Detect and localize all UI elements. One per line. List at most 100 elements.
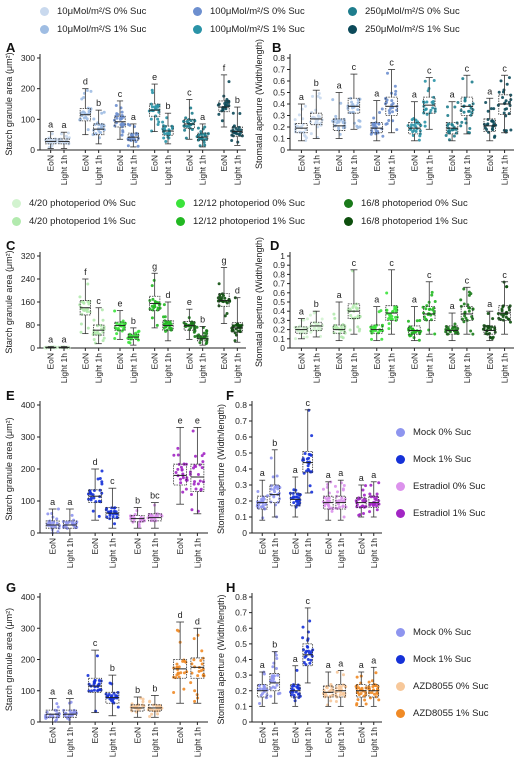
data-point — [355, 307, 359, 311]
data-point — [374, 671, 378, 675]
significance-letter: b — [165, 101, 170, 111]
data-point — [48, 715, 52, 719]
box-group: c — [422, 66, 437, 130]
y-axis-label: Starch granule area (μm²) — [4, 417, 14, 520]
data-point — [293, 118, 297, 122]
data-point — [80, 97, 84, 101]
data-point — [507, 305, 511, 309]
data-point — [162, 326, 166, 330]
data-point — [507, 76, 511, 80]
box — [269, 673, 281, 692]
box — [302, 450, 314, 473]
data-point — [190, 508, 194, 512]
data-point — [301, 625, 305, 629]
data-point — [375, 492, 379, 496]
data-point — [463, 117, 467, 121]
data-point — [115, 332, 119, 336]
legend-swatch — [344, 199, 353, 208]
legend-item: 4/20 photoperiod 1% Suc — [12, 216, 136, 227]
box-group: c — [459, 275, 475, 336]
box — [483, 118, 496, 132]
box-group: c — [86, 638, 103, 714]
y-tick-label: 0.2 — [235, 686, 247, 696]
y-tick-label: 300 — [21, 432, 35, 442]
legend-item: 10μMol/m²/S 0% Suc — [40, 6, 146, 17]
data-point — [156, 117, 160, 121]
data-point — [151, 91, 155, 95]
data-point — [193, 326, 197, 330]
data-point — [385, 291, 389, 295]
legend-swatch — [176, 217, 185, 226]
significance-letter: e — [117, 299, 122, 309]
data-point — [78, 295, 82, 299]
y-tick-label: 0.2 — [273, 325, 285, 335]
data-point — [221, 293, 225, 297]
data-point — [177, 629, 181, 633]
data-point — [114, 510, 118, 514]
data-point — [391, 102, 395, 106]
data-point — [325, 686, 329, 690]
significance-letter: e — [178, 415, 183, 425]
x-tick-label: Light 1h — [232, 353, 242, 384]
legend-label: 4/20 photoperiod 0% Suc — [29, 198, 136, 209]
significance-letter: a — [293, 654, 298, 664]
x-tick-label: EoN — [90, 727, 100, 744]
box-group: bc — [146, 491, 164, 529]
data-point — [359, 681, 363, 685]
legend-item: 4/20 photoperiod 0% Suc — [12, 198, 136, 209]
data-point — [294, 690, 298, 694]
box-group: a — [288, 465, 302, 518]
data-point — [258, 702, 262, 706]
data-point — [331, 98, 335, 102]
data-point — [362, 493, 366, 497]
data-point — [126, 144, 130, 148]
box-group: b — [308, 299, 324, 338]
data-point — [165, 320, 169, 324]
y-tick-label: 0.2 — [273, 122, 285, 132]
significance-letter: c — [465, 275, 470, 285]
data-point — [306, 630, 310, 634]
data-point — [310, 490, 314, 494]
data-point — [161, 120, 165, 124]
box-group: a — [406, 295, 423, 342]
x-tick-label: Light 1h — [424, 353, 434, 384]
significance-letter: c — [110, 476, 115, 486]
data-point — [113, 309, 117, 313]
box — [368, 495, 380, 508]
x-tick-label: EoN — [257, 538, 267, 555]
x-tick-label: EoN — [409, 353, 419, 370]
x-tick-label: Light 1h — [500, 353, 510, 384]
box-group: c — [496, 63, 513, 134]
chart-panel-b: B 00.1 0.20.3 0.40.5 0.60.7 0.8 Stomatal apert… — [254, 39, 514, 185]
x-tick-label: Light 1h — [163, 353, 173, 384]
data-point — [99, 688, 103, 692]
data-point — [115, 112, 119, 116]
data-point — [463, 314, 467, 318]
data-point — [371, 685, 375, 689]
data-point — [462, 110, 466, 114]
x-tick-label: EoN — [372, 155, 382, 172]
data-point — [97, 678, 101, 682]
data-point — [182, 119, 186, 123]
data-point — [50, 144, 54, 148]
data-point — [491, 317, 495, 321]
data-point — [471, 332, 475, 336]
significance-letter: a — [338, 658, 343, 668]
data-point — [102, 325, 106, 329]
significance-letter: a — [299, 307, 304, 317]
data-point — [330, 509, 334, 513]
legend-label: Estradiol 1% Suc — [413, 508, 486, 519]
data-point — [55, 521, 59, 525]
data-point — [333, 484, 337, 488]
box-group: a — [354, 660, 368, 707]
data-point — [206, 132, 210, 136]
data-point — [444, 133, 448, 137]
data-point — [327, 499, 331, 503]
box-group: c — [385, 258, 399, 335]
data-point — [414, 125, 418, 129]
data-point — [46, 512, 50, 516]
box-group: c — [421, 270, 437, 336]
legend-label: 16/8 photoperiod 1% Suc — [361, 216, 468, 227]
x-tick-label: EoN — [356, 538, 366, 555]
